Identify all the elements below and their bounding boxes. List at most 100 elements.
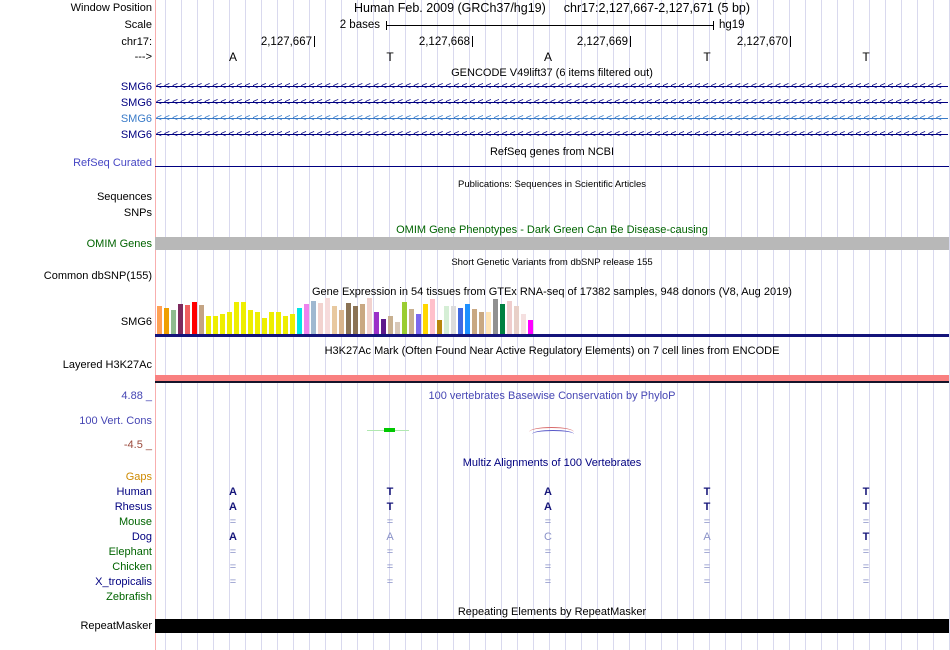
multiz-cell[interactable]: T [386, 501, 394, 513]
multiz-cell[interactable]: = [862, 576, 870, 588]
multiz-species-label-rhesus[interactable]: Rhesus [114, 501, 152, 513]
track-label-gencode-smg6[interactable]: SMG6 [120, 113, 152, 125]
gtex-bar[interactable] [206, 316, 211, 334]
gtex-bar[interactable] [430, 299, 435, 334]
multiz-cell[interactable]: = [862, 516, 870, 528]
multiz-cell[interactable]: C [544, 531, 552, 543]
multiz-cell[interactable]: = [703, 561, 711, 573]
gtex-bar[interactable] [381, 319, 386, 334]
gtex-bar[interactable] [521, 314, 526, 334]
multiz-cell[interactable]: = [386, 516, 394, 528]
multiz-cell[interactable]: = [703, 576, 711, 588]
gtex-bar[interactable] [171, 310, 176, 334]
multiz-cell[interactable]: = [544, 561, 552, 573]
gtex-bar[interactable] [500, 304, 505, 334]
multiz-cell[interactable]: T [862, 486, 870, 498]
multiz-cell[interactable]: = [544, 516, 552, 528]
gtex-bar[interactable] [528, 320, 533, 334]
gtex-bar[interactable] [213, 316, 218, 334]
track-label-100-vert-cons[interactable]: 100 Vert. Cons [79, 415, 152, 427]
multiz-species-label-elephant[interactable]: Elephant [108, 546, 152, 558]
track-label-h3k27ac[interactable]: Layered H3K27Ac [62, 359, 152, 371]
phylop-positive-peak[interactable] [384, 428, 395, 432]
multiz-cell[interactable]: = [386, 561, 394, 573]
multiz-cell[interactable]: = [386, 546, 394, 558]
multiz-cell[interactable]: = [229, 576, 237, 588]
multiz-species-label-x_tropicalis[interactable]: X_tropicalis [95, 576, 152, 588]
gtex-bar[interactable] [486, 312, 491, 334]
gtex-bar[interactable] [255, 312, 260, 334]
multiz-cell[interactable]: = [703, 516, 711, 528]
multiz-cell[interactable]: = [862, 561, 870, 573]
multiz-cell[interactable]: A [229, 486, 237, 498]
multiz-cell[interactable]: T [703, 486, 711, 498]
gtex-bar[interactable] [311, 301, 316, 334]
multiz-cell[interactable]: T [386, 486, 394, 498]
multiz-cell[interactable]: = [229, 546, 237, 558]
gtex-bar[interactable] [276, 312, 281, 334]
track-label-gtex-smg6[interactable]: SMG6 [120, 316, 152, 328]
track-label-refseq-curated[interactable]: RefSeq Curated [73, 157, 152, 169]
multiz-cell[interactable]: = [544, 576, 552, 588]
multiz-cell[interactable]: = [544, 546, 552, 558]
gtex-bar[interactable] [437, 320, 442, 334]
gtex-bar[interactable] [472, 309, 477, 334]
gtex-bar[interactable] [374, 312, 379, 334]
gtex-bar[interactable] [185, 305, 190, 334]
multiz-cell[interactable]: A [703, 531, 711, 543]
multiz-cell[interactable]: A [229, 501, 237, 513]
omim-genes-bar[interactable] [155, 237, 949, 250]
gtex-bar[interactable] [458, 308, 463, 334]
multiz-species-label-human[interactable]: Human [116, 486, 152, 498]
gtex-bar[interactable] [234, 302, 239, 334]
gtex-bar[interactable] [220, 314, 225, 334]
gtex-bar[interactable] [416, 314, 421, 334]
multiz-species-label-zebrafish[interactable]: Zebrafish [106, 591, 152, 603]
multiz-cell[interactable]: A [544, 501, 552, 513]
gtex-bar[interactable] [346, 303, 351, 334]
gtex-bar[interactable] [423, 304, 428, 334]
gencode-transcript-row[interactable]: <<<<<<<<<<<<<<<<<<<<<<<<<<<<<<<<<<<<<<<<… [156, 96, 948, 109]
gtex-bar[interactable] [318, 303, 323, 334]
gencode-transcript-row[interactable]: <<<<<<<<<<<<<<<<<<<<<<<<<<<<<<<<<<<<<<<<… [156, 128, 948, 141]
multiz-species-label-mouse[interactable]: Mouse [118, 516, 152, 528]
h3k27ac-signal-bar[interactable] [155, 375, 949, 381]
gtex-bar[interactable] [360, 304, 365, 334]
gencode-transcript-row[interactable]: <<<<<<<<<<<<<<<<<<<<<<<<<<<<<<<<<<<<<<<<… [156, 80, 948, 93]
multiz-cell[interactable]: A [229, 531, 237, 543]
multiz-cell[interactable]: = [862, 546, 870, 558]
multiz-cell[interactable]: A [544, 486, 552, 498]
gtex-bar[interactable] [325, 298, 330, 334]
multiz-cell[interactable]: T [862, 501, 870, 513]
gtex-bar[interactable] [465, 304, 470, 334]
gtex-bar[interactable] [339, 310, 344, 334]
multiz-species-label-gaps[interactable]: Gaps [125, 471, 152, 483]
gtex-bar[interactable] [493, 299, 498, 334]
gtex-bar[interactable] [367, 298, 372, 334]
multiz-cell[interactable]: = [229, 516, 237, 528]
gtex-bar[interactable] [192, 302, 197, 334]
track-label-repeatmasker[interactable]: RepeatMasker [80, 620, 152, 632]
track-label-common-dbsnp[interactable]: Common dbSNP(155) [43, 270, 152, 282]
gtex-bar[interactable] [178, 304, 183, 334]
gtex-bar[interactable] [353, 306, 358, 334]
gtex-bar[interactable] [199, 305, 204, 334]
gtex-bar[interactable] [479, 312, 484, 334]
gtex-bar[interactable] [164, 308, 169, 334]
gtex-bar[interactable] [507, 301, 512, 334]
repeatmasker-bar[interactable] [155, 619, 949, 633]
gtex-bar[interactable] [290, 314, 295, 334]
multiz-cell[interactable]: = [703, 546, 711, 558]
gtex-bar[interactable] [248, 310, 253, 334]
multiz-cell[interactable]: T [703, 501, 711, 513]
track-label-gencode-smg6[interactable]: SMG6 [120, 97, 152, 109]
multiz-species-label-dog[interactable]: Dog [131, 531, 152, 543]
gtex-bar[interactable] [157, 306, 162, 334]
track-label-gencode-smg6[interactable]: SMG6 [120, 81, 152, 93]
gtex-bar[interactable] [241, 302, 246, 334]
phylop-negative-arc-red[interactable] [529, 427, 574, 432]
gtex-bar[interactable] [283, 316, 288, 334]
track-label-omim-genes[interactable]: OMIM Genes [86, 238, 152, 250]
multiz-cell[interactable]: T [862, 531, 870, 543]
multiz-cell[interactable]: = [229, 561, 237, 573]
